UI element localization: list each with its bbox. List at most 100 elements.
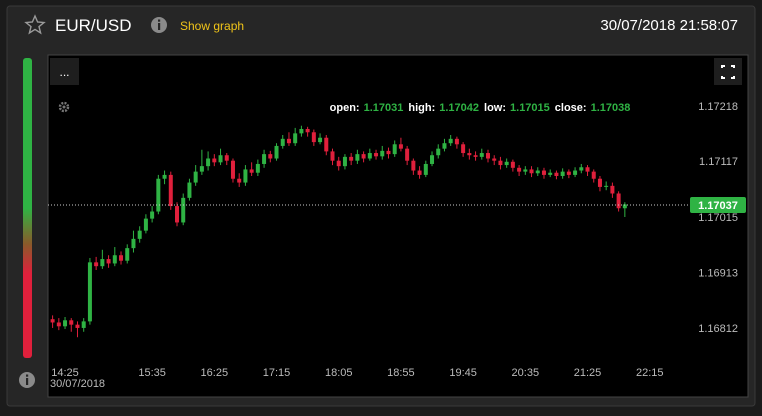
candle-body [56, 322, 61, 327]
candle-body [355, 154, 360, 161]
candle-body [622, 204, 627, 209]
candle-body [541, 170, 546, 175]
instrument-title: EUR/USD [55, 16, 132, 35]
candle-body [293, 133, 298, 144]
sentiment-bar [23, 58, 32, 358]
candle-body [436, 148, 441, 156]
info-icon[interactable] [19, 372, 35, 388]
candle-body [286, 138, 291, 144]
candle-body [467, 153, 472, 156]
expand-button[interactable] [714, 58, 742, 85]
y-tick-label: 1.17117 [699, 156, 738, 168]
candle-body [523, 169, 528, 172]
x-tick-label: 18:05 [325, 367, 353, 379]
settings-gear[interactable] [58, 101, 70, 113]
candle-body [150, 211, 155, 219]
candle-body [318, 137, 323, 143]
favorite-star[interactable] [24, 14, 46, 35]
candle-body [243, 169, 248, 183]
candle-body [461, 144, 466, 154]
candle-body [442, 143, 447, 149]
candle-body [237, 178, 242, 183]
candle-body [454, 138, 459, 145]
candle-body [386, 150, 391, 155]
candle-body [305, 128, 310, 133]
candle-body [224, 155, 229, 161]
current-price-label: 1.17037 [698, 200, 738, 212]
info-icon[interactable] [151, 17, 167, 33]
x-date-label: 30/07/2018 [50, 378, 105, 390]
candle-body [311, 132, 316, 143]
candle-body [262, 154, 267, 164]
candle-body [100, 259, 105, 267]
candle-body [517, 167, 522, 172]
candle-body [206, 158, 211, 167]
candle-body [573, 170, 578, 175]
x-tick-label: 16:25 [201, 367, 229, 379]
candle-body [579, 167, 584, 171]
candle-body [380, 150, 385, 157]
candle-body [597, 178, 602, 187]
candle-body [529, 169, 534, 174]
candle-body [336, 160, 341, 167]
candle-body [268, 154, 273, 159]
ohlc-value: 1.17038 [591, 102, 631, 114]
candle-body [156, 178, 161, 212]
candle-body [591, 171, 596, 179]
candle-body [342, 156, 347, 167]
x-tick-label: 21:25 [574, 367, 602, 379]
candle-body [560, 171, 565, 176]
menu-button-label[interactable]: ... [59, 65, 69, 79]
candle-body [417, 170, 422, 175]
ohlc-key: high: [408, 102, 435, 114]
candle-body [193, 171, 198, 183]
ohlc-legend: open: 1.17031 high: 1.17042 low: 1.17015 close… [330, 102, 631, 114]
ohlc-value: 1.17042 [439, 102, 479, 114]
candle-body [349, 156, 354, 161]
candle-body [162, 174, 167, 179]
x-tick-label: 22:15 [636, 367, 664, 379]
candle-body [187, 182, 192, 198]
candle-body [479, 153, 484, 157]
candle-body [119, 255, 124, 261]
candle-body [510, 161, 515, 168]
show-graph-link[interactable]: Show graph [180, 19, 244, 33]
candle-body [94, 262, 99, 267]
candle-body [168, 174, 173, 207]
candle-body [69, 320, 74, 325]
candle-body [175, 206, 179, 223]
x-tick-label: 20:35 [512, 367, 540, 379]
candle-body [112, 255, 117, 264]
candle-body [473, 155, 478, 157]
candle-body [498, 160, 503, 166]
candle-body [361, 154, 366, 159]
candle-body [405, 148, 410, 161]
candle-body [299, 128, 304, 134]
candle-body [486, 153, 490, 159]
candle-body [604, 185, 609, 187]
candle-body [548, 172, 553, 175]
candle-body [504, 161, 509, 166]
ohlc-value: 1.17015 [510, 102, 550, 114]
candle-body [411, 160, 416, 171]
y-tick-label: 1.17218 [698, 101, 738, 113]
candle-body [392, 144, 397, 155]
candle-body [585, 167, 590, 172]
chart-area [47, 54, 749, 398]
candle-body [75, 324, 80, 328]
candle-body [610, 185, 615, 194]
ohlc-key: open: [330, 102, 360, 114]
menu-button[interactable] [50, 58, 79, 85]
y-tick-label: 1.16812 [698, 323, 738, 335]
candle-body [280, 138, 285, 146]
candle-body [87, 262, 92, 322]
candle-body [50, 319, 55, 323]
current-price-tag [690, 196, 746, 213]
candle-body [218, 155, 223, 163]
candle-body [137, 230, 142, 239]
candle-body [249, 169, 254, 173]
candle-body [181, 197, 186, 223]
candle-body [255, 163, 260, 173]
candle-body [616, 193, 621, 209]
